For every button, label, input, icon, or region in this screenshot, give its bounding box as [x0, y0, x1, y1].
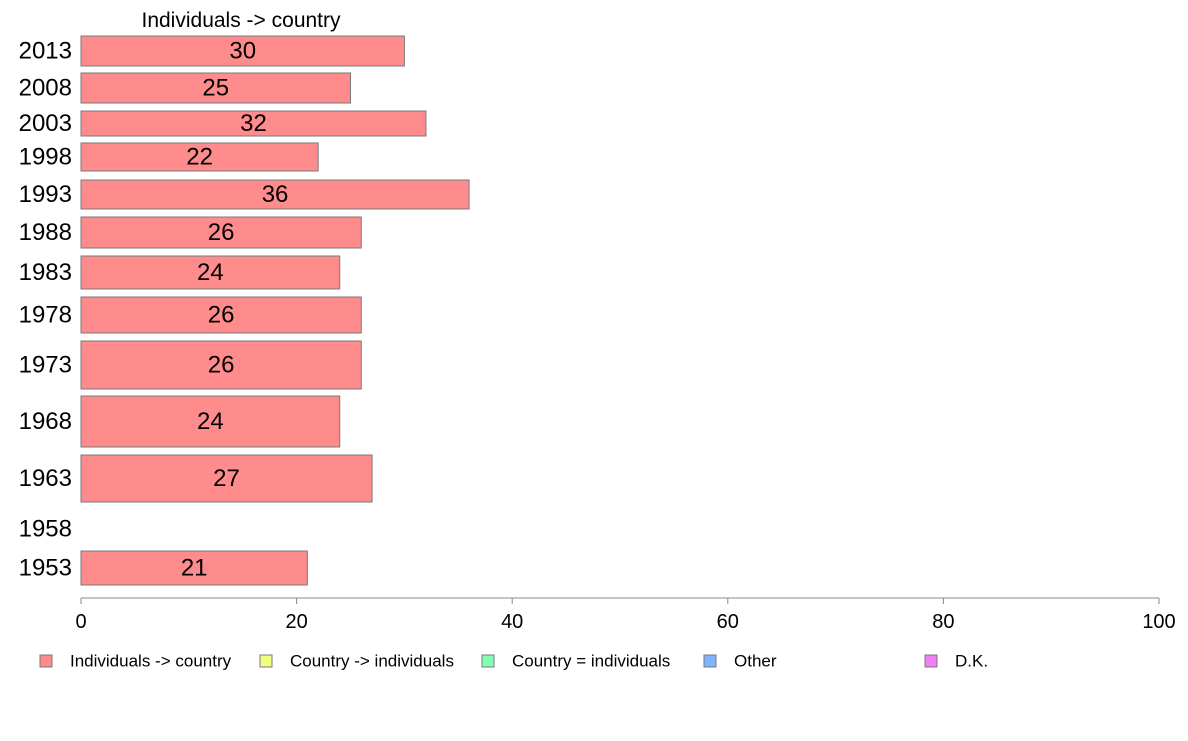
bars-layer: 2013 30 2008 25 2003 32 1998 22 1993 36 1988 26 1983… [19, 35, 470, 586]
bar [80, 395, 341, 448]
y-tick-label: 1963 [19, 465, 72, 492]
x-tick-label: 20 [285, 611, 307, 633]
x-tick-label: 60 [717, 611, 739, 633]
legend-swatch [703, 654, 717, 668]
data-label: 26 [208, 352, 235, 379]
y-tick-label: 1953 [19, 555, 72, 582]
bar [80, 179, 470, 210]
data-label: 32 [240, 110, 267, 137]
chart-title: Individuals -> country [141, 9, 341, 32]
bar [80, 72, 351, 104]
data-label: 24 [197, 259, 224, 286]
legend-label: Individuals -> country [70, 652, 232, 671]
legend-swatch [259, 654, 273, 668]
bar [80, 216, 362, 249]
y-tick-label: 1968 [19, 408, 72, 435]
bar [80, 255, 341, 290]
legend-label: Country = individuals [512, 652, 670, 671]
x-tick-label: 80 [932, 611, 954, 633]
data-label: 24 [197, 408, 224, 435]
y-tick-label: 1983 [19, 259, 72, 286]
y-tick-label: 1958 [19, 516, 72, 543]
y-tick-label: 1988 [19, 219, 72, 246]
y-tick-label: 1993 [19, 181, 72, 208]
data-label: 36 [262, 181, 289, 208]
legend-swatch [481, 654, 495, 668]
x-tick-label: 100 [1142, 611, 1175, 633]
bar [80, 340, 362, 390]
y-tick-label: 2003 [19, 110, 72, 137]
legend: Individuals -> country Country -> individ… [39, 652, 988, 671]
bar [80, 110, 427, 137]
x-tick-label: 40 [501, 611, 523, 633]
data-label: 27 [213, 465, 240, 492]
bar [80, 550, 308, 586]
data-label: 22 [186, 144, 213, 171]
y-tick-label: 2013 [19, 38, 72, 65]
legend-label: Country -> individuals [290, 652, 454, 671]
legend-swatch [39, 654, 53, 668]
legend-label: Other [734, 652, 777, 671]
data-label: 30 [229, 38, 256, 65]
data-label: 26 [208, 302, 235, 329]
data-label: 25 [202, 75, 229, 102]
legend-swatch [924, 654, 938, 668]
x-tick-label: 0 [75, 611, 86, 633]
bar [80, 35, 405, 67]
data-label: 26 [208, 219, 235, 246]
y-tick-label: 2008 [19, 75, 72, 102]
x-axis: 0 20 40 60 80 100 [75, 597, 1176, 633]
data-label: 21 [181, 555, 208, 582]
bar [80, 142, 319, 172]
y-tick-label: 1978 [19, 302, 72, 329]
y-tick-label: 1998 [19, 144, 72, 171]
bar [80, 296, 362, 334]
y-tick-label: 1973 [19, 352, 72, 379]
bar [80, 454, 373, 503]
legend-label: D.K. [955, 652, 988, 671]
